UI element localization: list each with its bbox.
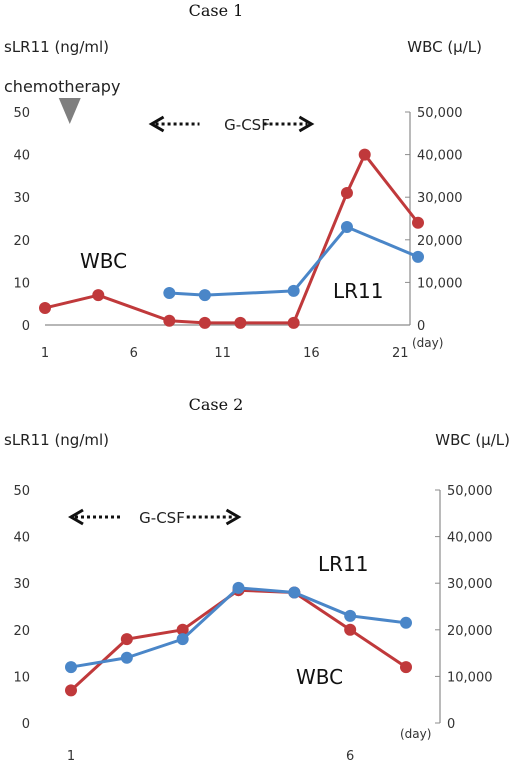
gcsf-arrow-right-head xyxy=(298,115,315,133)
data-point-wbc xyxy=(412,216,424,229)
right-tick-label: 10,000 xyxy=(417,276,463,291)
right-tick-label: 0 xyxy=(447,717,455,732)
left-tick-label: 10 xyxy=(13,670,30,685)
axes: 0 10 20 30 40 50 0 10,000 20,000 30,000 40,000 50,0… xyxy=(13,106,462,361)
left-tick-label: 40 xyxy=(13,149,30,164)
right-tick-label: 0 xyxy=(417,319,425,334)
right-tick-label: 20,000 xyxy=(447,624,493,639)
gcsf-arrows xyxy=(68,508,242,526)
x-tick-label: 21 xyxy=(392,346,409,361)
data-point-wbc xyxy=(65,684,77,697)
data-point-wbc xyxy=(344,623,357,636)
data-point-lr11 xyxy=(400,616,412,629)
data-point-lr11 xyxy=(412,250,424,263)
data-point-lr11 xyxy=(120,651,133,664)
left-axis-title: sLR11 (ng/ml) xyxy=(4,431,109,449)
data-point-lr11 xyxy=(65,661,77,674)
x-tick-label: 6 xyxy=(346,749,354,764)
data-point-lr11 xyxy=(198,289,211,302)
x-axis-unit: (day) xyxy=(400,727,431,741)
data-point-wbc xyxy=(120,633,133,646)
data-point-wbc xyxy=(287,316,300,329)
left-tick-label: 20 xyxy=(13,234,30,249)
left-tick-label: 30 xyxy=(13,577,30,592)
data-point-lr11 xyxy=(163,287,176,300)
left-tick-label: 20 xyxy=(13,624,30,639)
chart-title: Case 2 xyxy=(189,395,244,414)
gcsf-arrow-right-head xyxy=(225,508,242,526)
chemotherapy-label: chemotherapy xyxy=(4,77,120,96)
series-label-wbc: WBC xyxy=(296,665,343,689)
series-line-lr11 xyxy=(70,586,407,669)
left-tick-label: 10 xyxy=(13,276,30,291)
left-axis-title: sLR11 (ng/ml) xyxy=(4,38,109,56)
right-axis-title: WBC (μ/L) xyxy=(407,38,482,56)
left-tick-label: 0 xyxy=(22,717,30,732)
right-tick-label: 40,000 xyxy=(417,149,463,164)
data-point-lr11 xyxy=(287,284,300,297)
left-tick-label: 50 xyxy=(13,106,30,121)
x-tick-label: 1 xyxy=(41,346,49,361)
gcsf-arrow-left-head xyxy=(68,508,84,526)
data-point-wbc xyxy=(163,314,176,327)
data-point-wbc xyxy=(92,289,105,302)
gcsf-label: G-CSF xyxy=(224,116,270,134)
left-tick-label: 50 xyxy=(13,484,30,499)
right-tick-label: 50,000 xyxy=(417,106,463,121)
left-tick-label: 40 xyxy=(13,531,30,546)
right-axis-title: WBC (μ/L) xyxy=(435,431,510,449)
right-tick-label: 40,000 xyxy=(447,531,493,546)
x-tick-label: 6 xyxy=(130,346,138,361)
chart-case-1: Case 1 sLR11 (ng/ml) WBC (μ/L) chemother… xyxy=(4,1,482,361)
x-tick-label: 1 xyxy=(67,749,75,764)
chart-title: Case 1 xyxy=(189,1,244,20)
x-axis-unit: (day) xyxy=(412,336,443,350)
chemotherapy-marker xyxy=(58,98,81,124)
gcsf-arrows xyxy=(148,115,315,133)
data-point-wbc xyxy=(340,186,353,199)
gcsf-label: G-CSF xyxy=(139,509,185,527)
series-layer xyxy=(65,581,412,697)
right-tick-label: 50,000 xyxy=(447,484,493,499)
data-point-wbc xyxy=(39,301,51,314)
x-tick-label: 16 xyxy=(303,346,320,361)
data-point-lr11 xyxy=(176,633,189,646)
series-label-wbc: WBC xyxy=(80,249,127,273)
data-point-lr11 xyxy=(232,581,245,594)
gcsf-arrow-left-head xyxy=(148,115,165,133)
data-point-lr11 xyxy=(344,609,357,622)
series-layer xyxy=(39,148,424,329)
left-tick-label: 30 xyxy=(13,191,30,206)
data-point-lr11 xyxy=(288,586,301,599)
right-tick-label: 30,000 xyxy=(417,191,463,206)
data-point-wbc xyxy=(400,661,412,674)
data-point-wbc xyxy=(198,316,211,329)
x-tick-label: 11 xyxy=(214,346,231,361)
right-tick-label: 20,000 xyxy=(417,234,463,249)
data-point-wbc xyxy=(176,623,189,636)
right-tick-label: 30,000 xyxy=(447,577,493,592)
data-point-wbc xyxy=(234,316,247,329)
chart-case-2: Case 2 sLR11 (ng/ml) WBC (μ/L) G-CSF 010… xyxy=(4,395,510,764)
axes: 0 10 20 30 40 50 0 10,000 20,000 30,000 40,000 50,0… xyxy=(13,484,492,764)
series-label-lr11: LR11 xyxy=(318,552,369,576)
data-point-wbc xyxy=(358,148,371,161)
data-point-lr11 xyxy=(340,221,353,234)
series-label-lr11: LR11 xyxy=(333,279,384,303)
right-tick-label: 10,000 xyxy=(447,670,493,685)
left-tick-label: 0 xyxy=(22,319,30,334)
